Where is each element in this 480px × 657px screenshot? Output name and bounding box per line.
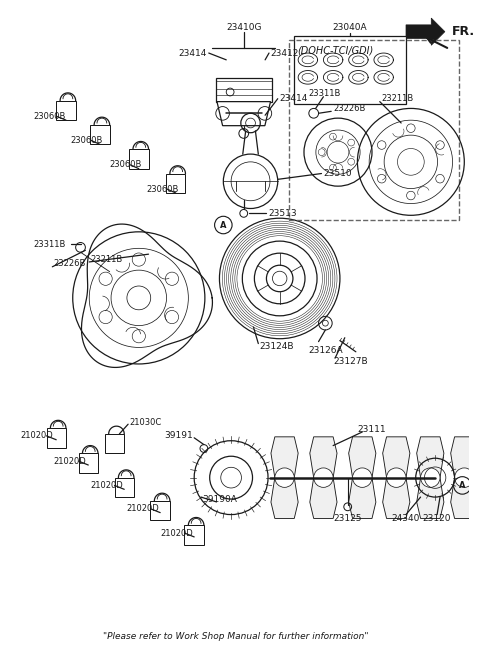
Text: 23124B: 23124B — [259, 342, 294, 351]
Polygon shape — [451, 437, 478, 478]
Polygon shape — [216, 78, 272, 102]
Text: A: A — [220, 221, 227, 229]
Bar — [150, 501, 170, 520]
Bar — [289, 41, 459, 220]
Polygon shape — [310, 437, 337, 478]
Circle shape — [420, 468, 440, 487]
Text: 23311B: 23311B — [34, 240, 66, 249]
Text: 23226B: 23226B — [53, 260, 85, 269]
Text: (DOHC-TCI/GDI): (DOHC-TCI/GDI) — [297, 45, 373, 55]
Text: 23211B: 23211B — [90, 254, 122, 263]
Text: 23226B: 23226B — [333, 104, 365, 113]
Circle shape — [455, 468, 474, 487]
Text: 23513: 23513 — [268, 209, 297, 218]
Polygon shape — [271, 437, 298, 478]
Polygon shape — [271, 478, 298, 518]
Text: 23211B: 23211B — [382, 94, 414, 103]
Polygon shape — [310, 478, 337, 518]
Text: 23111: 23111 — [358, 424, 386, 434]
Text: 23060B: 23060B — [34, 112, 66, 121]
Circle shape — [275, 468, 294, 487]
Text: 23040A: 23040A — [333, 23, 368, 32]
Circle shape — [353, 468, 372, 487]
Bar — [90, 125, 109, 145]
Bar — [47, 428, 66, 447]
Text: 23126A: 23126A — [309, 346, 344, 355]
Text: 23060B: 23060B — [146, 185, 179, 194]
Polygon shape — [348, 478, 376, 518]
Circle shape — [386, 468, 406, 487]
Text: 23311B: 23311B — [309, 89, 341, 99]
Bar — [56, 101, 76, 120]
Text: 23410G: 23410G — [226, 23, 262, 32]
Bar — [129, 149, 148, 169]
Text: FR.: FR. — [452, 25, 475, 38]
Text: 21020D: 21020D — [53, 457, 86, 466]
Bar — [115, 478, 134, 497]
Text: 23060B: 23060B — [71, 136, 103, 145]
Polygon shape — [383, 437, 410, 478]
Text: 23060B: 23060B — [109, 160, 142, 170]
Text: 23127B: 23127B — [333, 357, 368, 365]
Text: 21020D: 21020D — [126, 504, 159, 513]
Bar — [294, 35, 406, 104]
Polygon shape — [348, 437, 376, 478]
Text: 23510: 23510 — [324, 169, 352, 178]
Bar — [105, 434, 124, 453]
Circle shape — [314, 468, 333, 487]
Text: 21020D: 21020D — [160, 528, 193, 537]
Text: 21020D: 21020D — [20, 432, 53, 440]
Text: 39190A: 39190A — [202, 495, 237, 505]
Text: 21030C: 21030C — [129, 418, 161, 427]
Polygon shape — [417, 478, 444, 518]
Bar — [166, 173, 185, 193]
Polygon shape — [451, 478, 478, 518]
Text: 23412: 23412 — [270, 49, 299, 58]
Polygon shape — [217, 102, 271, 125]
Polygon shape — [417, 437, 444, 478]
Bar — [184, 525, 204, 545]
Bar — [79, 453, 98, 473]
Text: 39191: 39191 — [165, 432, 193, 440]
Text: 23125: 23125 — [334, 514, 362, 523]
Text: A: A — [459, 481, 466, 490]
Text: "Please refer to Work Shop Manual for further information": "Please refer to Work Shop Manual for fu… — [103, 631, 369, 641]
Text: 23414: 23414 — [179, 49, 207, 58]
Polygon shape — [406, 18, 445, 45]
Text: 23414: 23414 — [280, 94, 308, 103]
Text: 24340: 24340 — [392, 514, 420, 523]
Text: 21020D: 21020D — [90, 481, 123, 490]
Text: 23120: 23120 — [423, 514, 451, 523]
Polygon shape — [383, 478, 410, 518]
